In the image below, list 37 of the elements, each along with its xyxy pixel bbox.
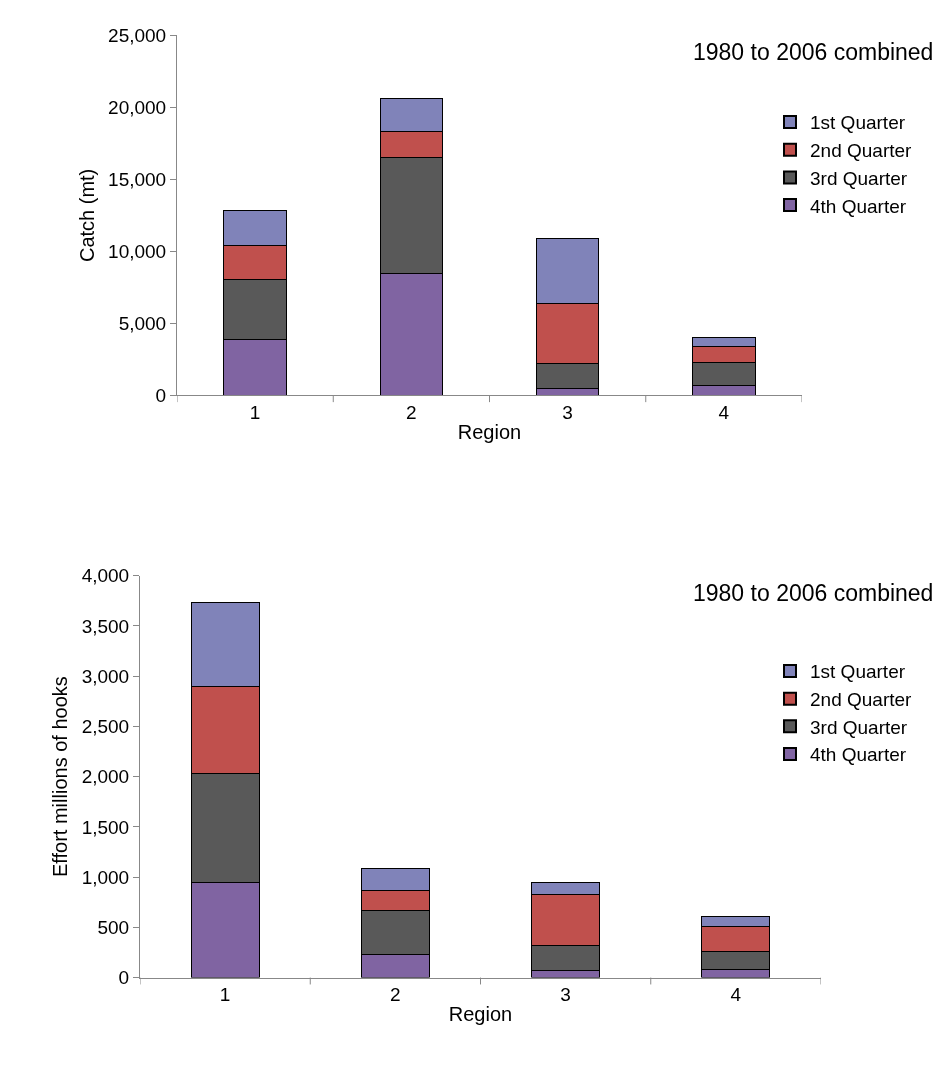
y-tick-label: 2,000 [81, 766, 130, 788]
legend-label: 4th Quarter [810, 195, 907, 217]
y-tick-label: 1,500 [81, 816, 130, 838]
x-tick-label: 3 [562, 402, 573, 424]
y-tick-label: 3,000 [81, 665, 130, 687]
y-tick-label: 0 [118, 967, 130, 989]
x-axis-title: Region [457, 420, 522, 443]
legend-label: 1st Quarter [810, 112, 906, 134]
annotation: 1980 to 2006 combined [693, 580, 934, 606]
y-tick-label: 0 [155, 384, 167, 406]
y-tick-label: 25,000 [108, 25, 167, 47]
legend-label: 3rd Quarter [810, 167, 908, 189]
y-tick-label: 10,000 [108, 241, 167, 263]
y-tick-label: 5,000 [118, 312, 167, 334]
x-tick-label: 2 [406, 402, 417, 424]
x-axis-title: Region [448, 1002, 513, 1025]
y-tick-label: 15,000 [108, 169, 167, 191]
y-axis-title: Effort millions of hooks [49, 676, 72, 878]
legend-label: 3rd Quarter [810, 716, 908, 738]
x-tick-label: 3 [560, 984, 571, 1006]
x-tick-label: 4 [730, 984, 742, 1006]
y-axis-title: Catch (mt) [75, 168, 98, 263]
annotation: 1980 to 2006 combined [693, 39, 934, 65]
x-tick-label: 1 [219, 984, 231, 1006]
x-tick-label: 1 [249, 402, 261, 424]
y-tick-label: 20,000 [108, 97, 167, 119]
y-tick-label: 3,500 [81, 615, 130, 637]
x-tick-label: 4 [718, 402, 730, 424]
x-tick-label: 2 [390, 984, 401, 1006]
legend-label: 2nd Quarter [810, 140, 913, 162]
y-tick-label: 500 [97, 917, 130, 938]
legend-label: 4th Quarter [810, 744, 907, 766]
legend-label: 2nd Quarter [810, 689, 913, 711]
y-tick-label: 2,500 [81, 716, 130, 738]
y-tick-label: 4,000 [81, 565, 130, 587]
legend-label: 1st Quarter [810, 661, 906, 683]
y-tick-label: 1,000 [81, 866, 130, 888]
